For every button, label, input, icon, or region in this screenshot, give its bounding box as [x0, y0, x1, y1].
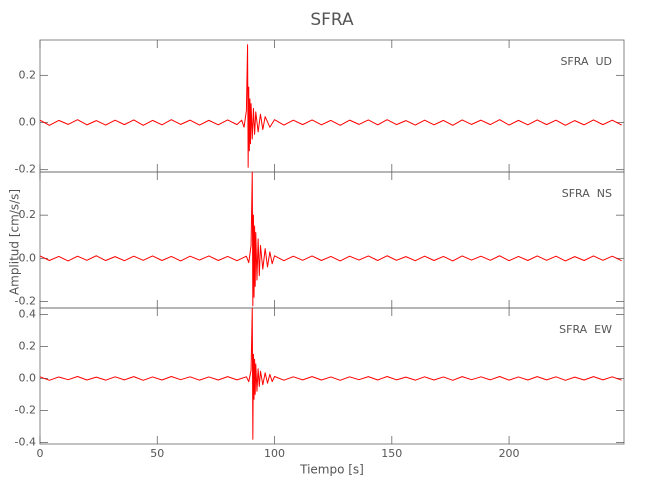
y-axis-label: Amplitud [cm/s/s]: [8, 189, 22, 295]
y-tick-label: 0.2: [19, 68, 37, 81]
trace: [39, 171, 622, 307]
panel-label: SFRA UD: [560, 55, 612, 68]
y-tick-label: 0.0: [19, 251, 37, 264]
panel-frame: [39, 307, 625, 445]
y-tick-label: 0.2: [19, 339, 37, 352]
y-tick-label: 0.4: [19, 307, 37, 320]
y-tick-label: 0.0: [19, 116, 37, 129]
x-tick-label: 0: [37, 447, 44, 460]
x-axis-label: Tiempo [s]: [299, 463, 364, 477]
chart-title: SFRA: [310, 10, 354, 30]
trace: [39, 307, 622, 440]
y-tick-label: 0.0: [19, 371, 37, 384]
panel-frame: [39, 39, 625, 173]
y-tick-label: -0.2: [15, 163, 36, 176]
y-tick-label: -0.2: [15, 295, 36, 308]
trace: [39, 44, 622, 168]
x-tick-label: 50: [150, 447, 164, 460]
x-tick-label: 150: [381, 447, 402, 460]
panel-label: SFRA NS: [562, 187, 612, 200]
y-tick-label: -0.4: [15, 435, 36, 448]
x-tick-label: 100: [264, 447, 285, 460]
y-tick-label: -0.2: [15, 403, 36, 416]
y-tick-label: 0.2: [19, 208, 37, 221]
panel-frame: [39, 171, 625, 309]
panel-label: SFRA EW: [559, 323, 612, 336]
x-tick-label: 200: [499, 447, 520, 460]
